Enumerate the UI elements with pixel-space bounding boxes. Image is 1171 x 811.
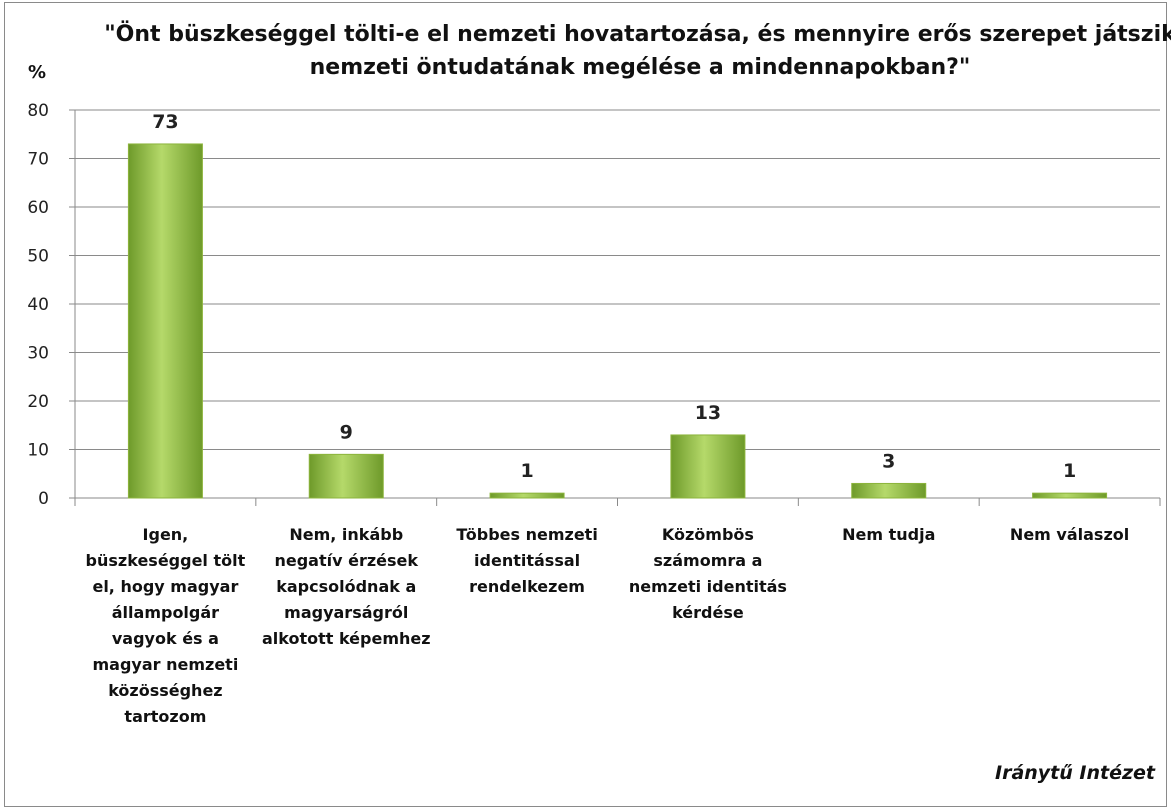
y-axis-label: %: [28, 62, 47, 83]
x-tick-label: Nem, inkább negatív érzések kapcsolódnak…: [261, 525, 431, 648]
data-label: 1: [1063, 460, 1076, 482]
data-label: 1: [520, 460, 533, 482]
y-tick-label: 0: [38, 489, 49, 509]
x-tick-label: Igen, büszkeséggel tölt el, hogy magyar …: [85, 525, 246, 726]
data-label: 3: [882, 450, 895, 472]
x-tick-label: Közömbös számomra a nemzeti identitás ké…: [628, 525, 787, 622]
y-tick-label: 20: [27, 392, 49, 412]
y-tick-label: 60: [27, 198, 49, 218]
bar: [308, 453, 384, 499]
x-tick-label: Nem tudja: [842, 525, 936, 544]
y-tick-label: 40: [27, 295, 49, 315]
bar: [1032, 492, 1108, 499]
y-tick-label: 50: [27, 247, 49, 267]
data-label: 73: [152, 111, 178, 133]
bar: [489, 492, 565, 499]
bar: [851, 482, 927, 499]
x-tick-label: Többes nemzeti identitással rendelkezem: [456, 525, 598, 596]
bar: [127, 143, 203, 499]
chart-frame: [4, 2, 1167, 807]
source-note: Iránytű Intézet: [995, 762, 1155, 784]
data-label: 13: [695, 402, 721, 424]
chart-title: "Önt büszkeséggel tölti-e el nemzeti hov…: [104, 22, 1171, 80]
y-tick-label: 10: [27, 441, 49, 461]
data-label: 9: [340, 421, 353, 443]
x-tick-label: Nem válaszol: [1009, 525, 1130, 544]
y-tick-label: 30: [27, 344, 49, 364]
bar: [670, 434, 746, 499]
y-tick-label: 70: [27, 150, 49, 170]
y-tick-label: 80: [27, 101, 49, 121]
